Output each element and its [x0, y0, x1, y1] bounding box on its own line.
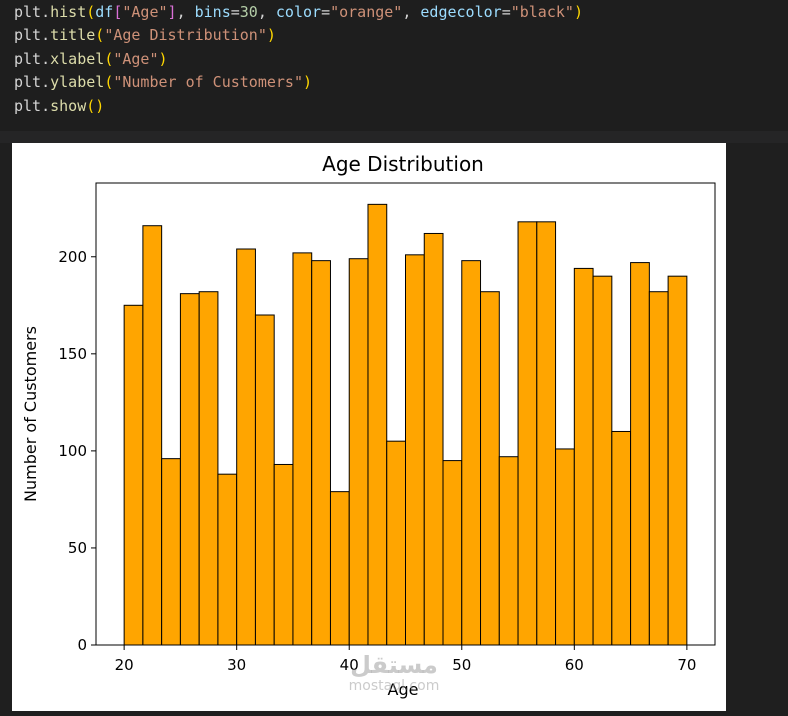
- code-token: xlabel: [50, 50, 105, 68]
- histogram-bar: [536, 221, 557, 646]
- x-ticks: 20 30 40 50 60 70: [115, 645, 696, 674]
- x-tick-label: 20: [115, 656, 134, 674]
- plot-figure: Age Distribution 20 30 40 50 60 70 0 50 100 150 2…: [12, 143, 726, 711]
- code-token: [: [113, 3, 123, 21]
- code-token: "orange": [330, 3, 403, 21]
- histogram-bar: [405, 254, 425, 646]
- x-tick-label: 50: [452, 656, 471, 674]
- histogram-bar: [442, 460, 463, 646]
- code-token: edgecolor: [420, 3, 502, 21]
- code-token: ,: [402, 3, 421, 21]
- x-axis-label: Age: [388, 680, 419, 699]
- code-line-5: plt.show(): [14, 95, 104, 118]
- histogram-bar: [198, 291, 219, 646]
- histogram-bar: [461, 260, 482, 646]
- histogram-bar: [648, 291, 669, 646]
- histogram-bar: [236, 248, 256, 646]
- code-token: (: [104, 50, 114, 68]
- code-token: "Age": [113, 50, 159, 68]
- histogram-bar: [123, 304, 144, 646]
- code-line-2: plt.title("Age Distribution"): [14, 24, 276, 47]
- code-token: (): [86, 97, 105, 115]
- histogram-bar: [367, 203, 388, 646]
- histogram-bar: [667, 275, 688, 646]
- code-token: "Number of Customers": [113, 73, 303, 91]
- histogram-bar: [480, 291, 500, 646]
- histogram-bar: [423, 232, 444, 646]
- y-tick-label: 50: [68, 539, 87, 557]
- code-token: (: [95, 26, 105, 44]
- code-token: =: [501, 3, 511, 21]
- histogram-bar: [217, 473, 238, 646]
- code-cell[interactable]: plt.hist(df["Age"], bins=30, color="oran…: [0, 0, 788, 131]
- code-token: 30: [239, 3, 258, 21]
- output-separator: [0, 131, 788, 143]
- code-token: ): [266, 26, 276, 44]
- y-tick-label: 100: [58, 442, 87, 460]
- code-token: plt.: [14, 73, 51, 91]
- histogram-bar: [348, 258, 369, 646]
- histogram-bar: [179, 293, 200, 646]
- code-token: =: [230, 3, 240, 21]
- code-token: "Age Distribution": [104, 26, 267, 44]
- code-token: =: [321, 3, 331, 21]
- code-token: plt.: [14, 3, 51, 21]
- code-line-1: plt.hist(df["Age"], bins=30, color="oran…: [14, 1, 583, 24]
- histogram-bar: [311, 260, 331, 646]
- histogram-bar: [498, 456, 519, 646]
- x-tick-label: 70: [677, 656, 696, 674]
- histogram-bar: [161, 458, 181, 646]
- histogram-bar: [329, 491, 350, 646]
- code-line-4: plt.ylabel("Number of Customers"): [14, 71, 312, 94]
- code-token: (: [86, 3, 96, 21]
- code-token: bins: [194, 3, 231, 21]
- code-token: ): [303, 73, 313, 91]
- code-token: ]: [167, 3, 177, 21]
- code-line-3: plt.xlabel("Age"): [14, 48, 168, 71]
- histogram-bar: [517, 221, 538, 646]
- histogram-bar: [630, 262, 650, 646]
- bars-group: [123, 203, 688, 646]
- code-token: "Age": [122, 3, 168, 21]
- code-token: plt.: [14, 97, 51, 115]
- histogram-bar: [555, 448, 575, 646]
- histogram-bar: [142, 225, 163, 646]
- y-tick-label: 150: [58, 345, 87, 363]
- histogram-bar: [254, 314, 275, 646]
- y-ticks: 0 50 100 150 200: [58, 248, 96, 654]
- code-token: plt.: [14, 26, 51, 44]
- code-token: show: [50, 97, 87, 115]
- histogram-bar: [573, 267, 594, 646]
- histogram-bar: [273, 463, 294, 646]
- x-tick-label: 40: [340, 656, 359, 674]
- histogram-bar: [292, 252, 313, 646]
- chart-title: Age Distribution: [322, 152, 484, 176]
- histogram-bar: [386, 440, 407, 646]
- code-token: ylabel: [50, 73, 105, 91]
- code-token: (: [104, 73, 114, 91]
- code-token: df: [95, 3, 114, 21]
- y-axis-label: Number of Customers: [21, 326, 40, 502]
- code-token: "black": [510, 3, 574, 21]
- code-token: color: [275, 3, 322, 21]
- code-token: ): [158, 50, 168, 68]
- y-tick-label: 0: [77, 636, 87, 654]
- histogram-bar: [592, 275, 613, 646]
- histogram-chart: Age Distribution 20 30 40 50 60 70 0 50 100 150 2…: [21, 152, 716, 699]
- code-token: plt.: [14, 50, 51, 68]
- code-token: hist: [50, 3, 87, 21]
- x-tick-label: 30: [227, 656, 246, 674]
- histogram-bar: [611, 430, 632, 646]
- y-tick-label: 200: [58, 248, 87, 266]
- code-token: ,: [176, 3, 195, 21]
- code-token: ,: [257, 3, 276, 21]
- x-tick-label: 60: [565, 656, 584, 674]
- plot-frame: [95, 182, 716, 646]
- code-token: ): [573, 3, 583, 21]
- code-token: title: [50, 26, 96, 44]
